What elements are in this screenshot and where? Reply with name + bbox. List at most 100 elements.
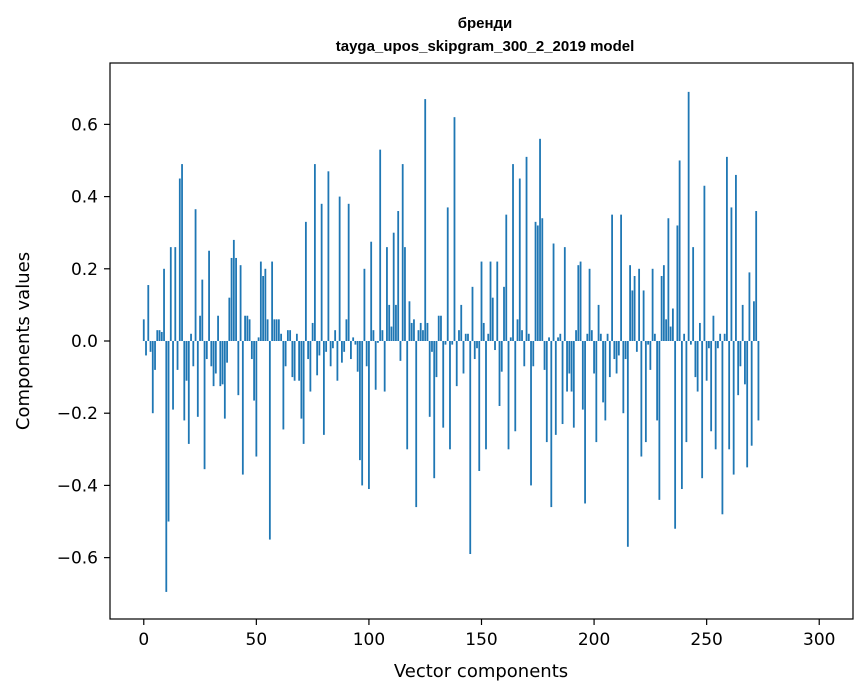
bar-271 [753, 301, 755, 341]
bar-200 [593, 341, 595, 374]
bar-72 [304, 221, 307, 341]
bar-190 [570, 341, 573, 392]
bar-1 [145, 341, 147, 356]
bar-205 [604, 341, 607, 421]
bar-77 [316, 341, 319, 376]
y-tick-label-3: 0.0 [71, 332, 98, 352]
bar-64 [286, 330, 289, 341]
bar-176 [539, 138, 541, 341]
bar-242 [687, 91, 690, 341]
bar-146 [471, 286, 474, 341]
bar-61 [280, 333, 283, 341]
bar-15 [176, 341, 179, 370]
bar-114 [399, 341, 402, 361]
bar-243 [689, 341, 692, 345]
bar-227 [653, 333, 656, 341]
bar-67 [293, 341, 296, 381]
bar-103 [374, 341, 377, 390]
bar-119 [410, 322, 413, 341]
bar-19 [185, 341, 188, 381]
bar-54 [264, 268, 267, 341]
bar-180 [548, 337, 550, 341]
bar-244 [692, 247, 695, 341]
bar-228 [656, 341, 659, 421]
bar-182 [552, 243, 555, 341]
bar-39 [230, 257, 233, 341]
bar-129 [433, 341, 436, 479]
bar-56 [268, 341, 271, 540]
bar-161 [505, 214, 508, 341]
bar-42 [237, 341, 240, 396]
bar-83 [329, 341, 332, 367]
bar-104 [377, 341, 379, 343]
bar-255 [717, 341, 719, 349]
bar-145 [469, 341, 472, 555]
bar-264 [737, 341, 740, 396]
x-tick-label-50: 50 [246, 630, 268, 650]
bar-12 [169, 247, 172, 341]
bar-162 [507, 341, 510, 450]
bar-246 [696, 341, 699, 392]
bar-91 [347, 203, 350, 341]
bar-112 [395, 304, 397, 341]
bar-183 [554, 341, 557, 435]
bar-17 [181, 164, 183, 341]
bar-46 [246, 315, 249, 341]
bar-239 [680, 341, 683, 490]
bar-249 [703, 185, 706, 341]
bar-0 [142, 319, 145, 341]
bar-36 [223, 341, 226, 419]
bar-2 [147, 285, 150, 341]
bar-70 [300, 341, 303, 419]
bar-63 [284, 341, 287, 367]
bar-251 [708, 341, 710, 349]
bar-29 [208, 250, 210, 341]
bar-100 [368, 341, 370, 490]
bar-23 [194, 209, 197, 341]
bar-30 [210, 341, 213, 367]
bar-253 [712, 315, 715, 341]
bar-195 [581, 341, 584, 410]
x-tick-label-200: 200 [578, 630, 610, 650]
bar-6 [156, 330, 159, 341]
bar-203 [599, 333, 602, 341]
bar-18 [183, 341, 186, 421]
bar-134 [444, 341, 447, 345]
bar-252 [710, 341, 713, 432]
bar-185 [559, 333, 562, 341]
bar-151 [482, 322, 485, 341]
bar-142 [462, 341, 465, 374]
bar-197 [586, 333, 589, 341]
bar-126 [426, 322, 429, 341]
bar-66 [291, 341, 294, 378]
bar-207 [608, 341, 611, 378]
bar-27 [203, 341, 206, 470]
bar-217 [631, 290, 634, 341]
bar-208 [611, 214, 613, 341]
y-tick-label-5: 0.4 [71, 188, 98, 208]
bar-224 [647, 341, 650, 345]
bar-113 [397, 211, 400, 341]
bar-33 [217, 315, 219, 341]
bar-263 [735, 174, 737, 341]
bar-138 [453, 117, 456, 341]
bar-141 [460, 304, 463, 341]
bar-163 [509, 337, 512, 341]
bar-266 [741, 304, 744, 341]
bar-230 [660, 276, 663, 341]
bar-9 [163, 268, 165, 341]
bar-260 [728, 341, 731, 450]
bar-170 [525, 156, 528, 341]
bar-57 [271, 261, 274, 341]
bar-37 [226, 341, 228, 363]
bar-144 [467, 333, 469, 341]
bar-173 [532, 341, 535, 367]
bar-131 [437, 315, 440, 341]
bar-49 [253, 341, 255, 401]
y-axis-ticks: −0.6 −0.4 −0.2 0.0 0.2 0.4 0.6 [57, 115, 110, 569]
bar-51 [257, 337, 260, 341]
bar-97 [361, 341, 364, 486]
y-tick-label-1: −0.4 [57, 476, 98, 496]
bar-75 [311, 322, 314, 341]
bar-32 [214, 341, 217, 374]
